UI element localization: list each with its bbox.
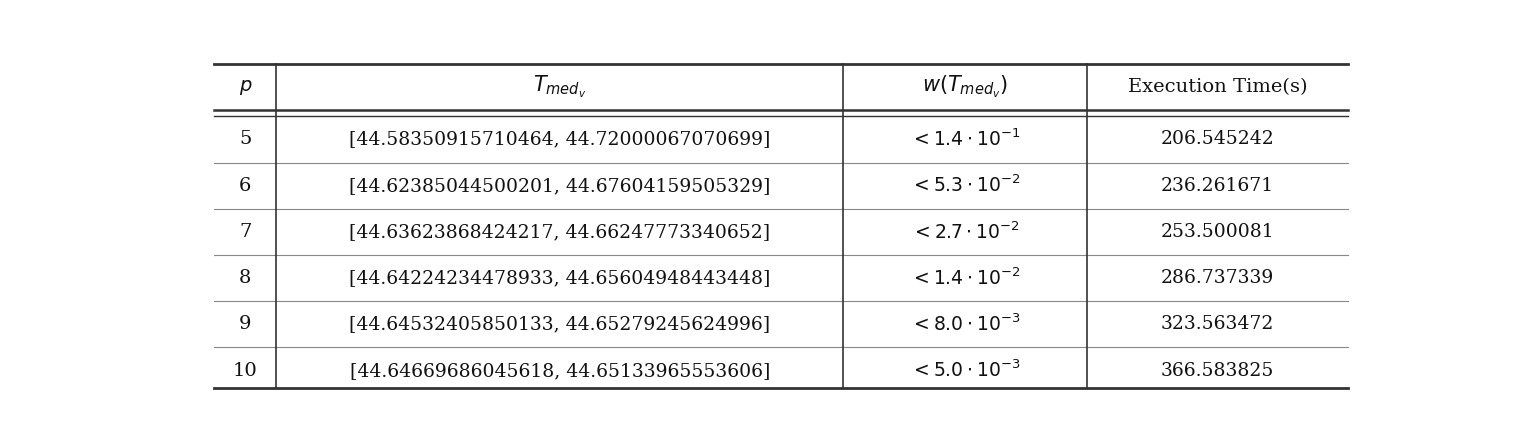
Text: [44.62385044500201, 44.67604159505329]: [44.62385044500201, 44.67604159505329] [349,177,771,195]
Text: 323.563472: 323.563472 [1161,316,1274,333]
Text: [44.64532405850133, 44.65279245624996]: [44.64532405850133, 44.65279245624996] [349,316,771,333]
Text: 10: 10 [233,362,258,380]
Text: $< 8.0 \cdot 10^{-3}$: $< 8.0 \cdot 10^{-3}$ [910,314,1021,335]
Text: $< 1.4 \cdot 10^{-1}$: $< 1.4 \cdot 10^{-1}$ [910,129,1021,150]
Text: [44.63623868424217, 44.66247773340652]: [44.63623868424217, 44.66247773340652] [349,223,771,241]
Text: $w(T_{med_v})$: $w(T_{med_v})$ [922,74,1009,100]
Text: [44.64669686045618, 44.65133965553606]: [44.64669686045618, 44.65133965553606] [351,362,770,380]
Text: $p$: $p$ [239,78,251,97]
Text: 9: 9 [239,316,251,333]
Text: $< 1.4 \cdot 10^{-2}$: $< 1.4 \cdot 10^{-2}$ [910,267,1021,289]
Text: 366.583825: 366.583825 [1161,362,1274,380]
Text: 236.261671: 236.261671 [1161,177,1274,195]
Text: [44.64224234478933, 44.65604948443448]: [44.64224234478933, 44.65604948443448] [349,269,771,287]
Text: $< 2.7 \cdot 10^{-2}$: $< 2.7 \cdot 10^{-2}$ [911,221,1020,243]
Text: Execution Time(s): Execution Time(s) [1128,78,1308,96]
Text: 8: 8 [239,269,251,287]
Text: $T_{med_v}$: $T_{med_v}$ [533,74,587,100]
Text: $< 5.3 \cdot 10^{-2}$: $< 5.3 \cdot 10^{-2}$ [910,175,1021,197]
Text: 206.545242: 206.545242 [1161,131,1274,148]
Text: 5: 5 [239,131,251,148]
Text: $< 5.0 \cdot 10^{-3}$: $< 5.0 \cdot 10^{-3}$ [910,360,1021,381]
Text: 286.737339: 286.737339 [1161,269,1274,287]
Text: 6: 6 [239,177,251,195]
Text: 253.500081: 253.500081 [1161,223,1274,241]
Text: [44.58350915710464, 44.72000067070699]: [44.58350915710464, 44.72000067070699] [349,131,771,148]
Text: 7: 7 [239,223,251,241]
